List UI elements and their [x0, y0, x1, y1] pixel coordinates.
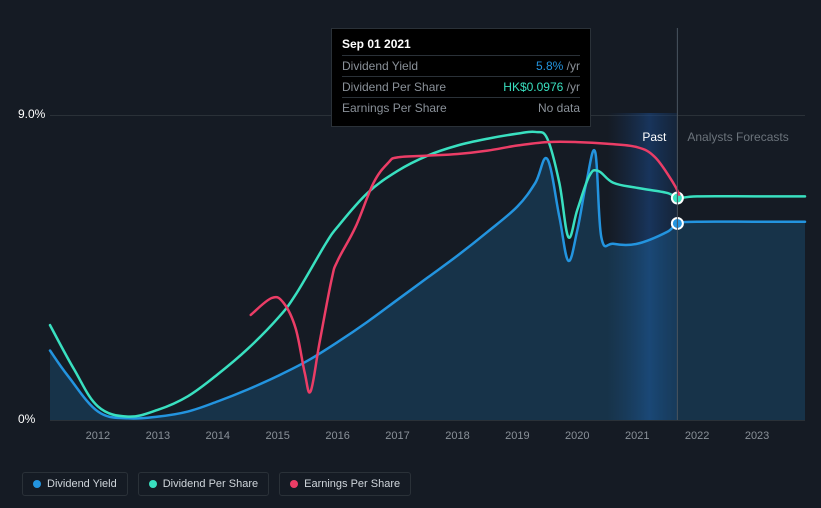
dividend-chart: Sep 01 2021 Dividend Yield5.8% /yrDivide…: [0, 0, 821, 508]
tooltip-value: No data: [538, 101, 580, 115]
hover-tooltip: Sep 01 2021 Dividend Yield5.8% /yrDivide…: [331, 28, 591, 127]
tooltip-key: Earnings Per Share: [342, 101, 447, 115]
series-area-dividend_yield: [50, 150, 805, 420]
tooltip-key: Dividend Per Share: [342, 80, 446, 94]
tooltip-key: Dividend Yield: [342, 59, 418, 73]
tooltip-value: 5.8% /yr: [536, 59, 580, 73]
tooltip-value: HK$0.0976 /yr: [503, 80, 580, 94]
tooltip-row: Dividend Per Share HK$0.0976 /yr: [342, 76, 580, 97]
section-label-past: Past: [642, 130, 666, 144]
tooltip-row: Earnings Per Share No data: [342, 97, 580, 118]
tooltip-date: Sep 01 2021: [342, 37, 580, 51]
section-label-forecast: Analysts Forecasts: [687, 130, 788, 144]
tooltip-row: Dividend Yield 5.8% /yr: [342, 55, 580, 76]
